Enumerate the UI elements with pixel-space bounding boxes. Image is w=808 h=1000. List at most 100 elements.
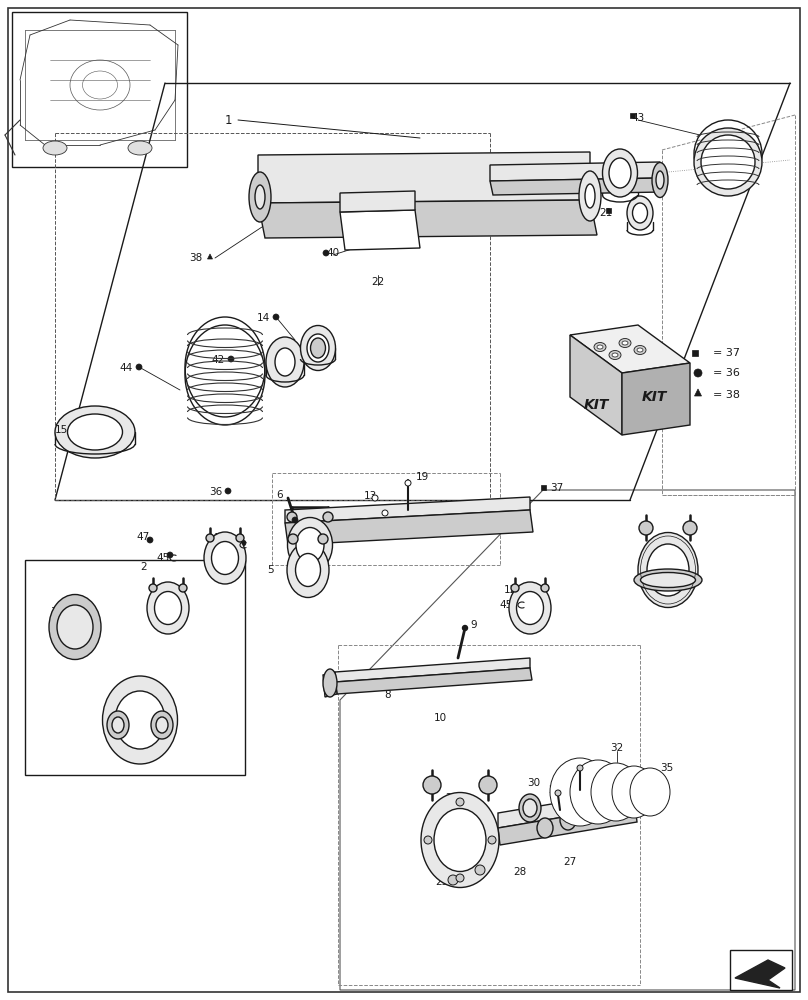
Bar bbox=[12, 12, 187, 167]
Polygon shape bbox=[490, 178, 663, 195]
Circle shape bbox=[71, 426, 77, 432]
Ellipse shape bbox=[616, 768, 652, 816]
Ellipse shape bbox=[68, 414, 123, 450]
Circle shape bbox=[488, 836, 496, 844]
Circle shape bbox=[179, 584, 187, 592]
Ellipse shape bbox=[597, 345, 603, 349]
Polygon shape bbox=[285, 510, 533, 545]
Circle shape bbox=[323, 512, 333, 522]
Ellipse shape bbox=[287, 542, 329, 597]
Circle shape bbox=[318, 534, 328, 544]
Ellipse shape bbox=[307, 334, 329, 362]
Text: 45: 45 bbox=[157, 553, 170, 563]
Circle shape bbox=[511, 584, 519, 592]
Text: 19: 19 bbox=[416, 472, 429, 482]
Circle shape bbox=[382, 510, 388, 516]
Circle shape bbox=[273, 314, 279, 320]
Ellipse shape bbox=[694, 128, 762, 196]
Polygon shape bbox=[498, 790, 635, 828]
Polygon shape bbox=[498, 805, 637, 845]
Circle shape bbox=[577, 765, 583, 771]
Text: 29: 29 bbox=[549, 785, 562, 795]
Ellipse shape bbox=[204, 532, 246, 584]
Circle shape bbox=[456, 874, 464, 882]
Text: 10: 10 bbox=[433, 713, 447, 723]
Text: KIT: KIT bbox=[583, 398, 608, 412]
Ellipse shape bbox=[296, 528, 324, 562]
Text: 25: 25 bbox=[436, 877, 448, 887]
Ellipse shape bbox=[43, 141, 67, 155]
Ellipse shape bbox=[637, 348, 643, 352]
Text: 22: 22 bbox=[372, 277, 385, 287]
Circle shape bbox=[136, 364, 142, 370]
Circle shape bbox=[541, 584, 549, 592]
Text: 6: 6 bbox=[276, 490, 284, 500]
Ellipse shape bbox=[627, 196, 653, 230]
Ellipse shape bbox=[323, 669, 337, 697]
Text: 43: 43 bbox=[631, 113, 645, 123]
Circle shape bbox=[372, 495, 378, 501]
Polygon shape bbox=[335, 668, 532, 694]
Text: 31: 31 bbox=[570, 763, 583, 773]
Polygon shape bbox=[323, 672, 337, 697]
Ellipse shape bbox=[570, 760, 626, 824]
Circle shape bbox=[147, 537, 153, 543]
Text: 34: 34 bbox=[637, 785, 650, 795]
Circle shape bbox=[292, 517, 298, 523]
Text: 5: 5 bbox=[267, 565, 273, 575]
Bar bbox=[730, 950, 792, 990]
Ellipse shape bbox=[701, 135, 755, 189]
Ellipse shape bbox=[634, 569, 702, 591]
Text: 40: 40 bbox=[326, 248, 339, 258]
Ellipse shape bbox=[288, 518, 333, 572]
Text: 38: 38 bbox=[189, 253, 202, 263]
Text: 2: 2 bbox=[212, 538, 218, 548]
Ellipse shape bbox=[49, 594, 101, 660]
Text: = 36: = 36 bbox=[713, 368, 740, 378]
Polygon shape bbox=[570, 325, 690, 373]
Text: 42: 42 bbox=[212, 355, 225, 365]
Ellipse shape bbox=[310, 338, 326, 358]
Text: 12: 12 bbox=[503, 585, 516, 595]
Text: 47: 47 bbox=[212, 533, 225, 543]
Circle shape bbox=[167, 552, 173, 558]
Circle shape bbox=[456, 798, 464, 806]
Ellipse shape bbox=[634, 770, 666, 814]
Text: 33: 33 bbox=[621, 795, 634, 805]
Ellipse shape bbox=[147, 582, 189, 634]
Polygon shape bbox=[258, 200, 597, 238]
Text: 44: 44 bbox=[120, 363, 133, 373]
Ellipse shape bbox=[609, 351, 621, 360]
Ellipse shape bbox=[603, 149, 638, 197]
Polygon shape bbox=[208, 254, 213, 259]
Ellipse shape bbox=[560, 810, 576, 830]
Text: = 37: = 37 bbox=[713, 348, 740, 358]
Ellipse shape bbox=[633, 203, 647, 223]
Text: 1: 1 bbox=[225, 113, 232, 126]
Text: 21: 21 bbox=[600, 208, 613, 218]
Ellipse shape bbox=[275, 348, 295, 376]
Ellipse shape bbox=[156, 717, 168, 733]
Ellipse shape bbox=[652, 162, 668, 198]
Circle shape bbox=[423, 776, 441, 794]
Ellipse shape bbox=[555, 761, 605, 823]
Ellipse shape bbox=[622, 341, 628, 345]
Circle shape bbox=[694, 369, 702, 377]
Ellipse shape bbox=[537, 818, 553, 838]
Text: KIT: KIT bbox=[642, 390, 667, 404]
Text: 17: 17 bbox=[570, 155, 584, 165]
Text: 24: 24 bbox=[445, 793, 459, 803]
Circle shape bbox=[228, 356, 234, 362]
Circle shape bbox=[479, 776, 497, 794]
Bar bbox=[629, 112, 634, 117]
Text: 15: 15 bbox=[55, 425, 68, 435]
Text: 9: 9 bbox=[470, 620, 477, 630]
Ellipse shape bbox=[591, 763, 641, 821]
Text: 2: 2 bbox=[141, 562, 147, 572]
Ellipse shape bbox=[509, 582, 551, 634]
Bar bbox=[576, 154, 582, 159]
Polygon shape bbox=[622, 363, 690, 435]
Ellipse shape bbox=[594, 342, 606, 352]
Text: 13: 13 bbox=[373, 506, 386, 516]
Ellipse shape bbox=[434, 808, 486, 871]
